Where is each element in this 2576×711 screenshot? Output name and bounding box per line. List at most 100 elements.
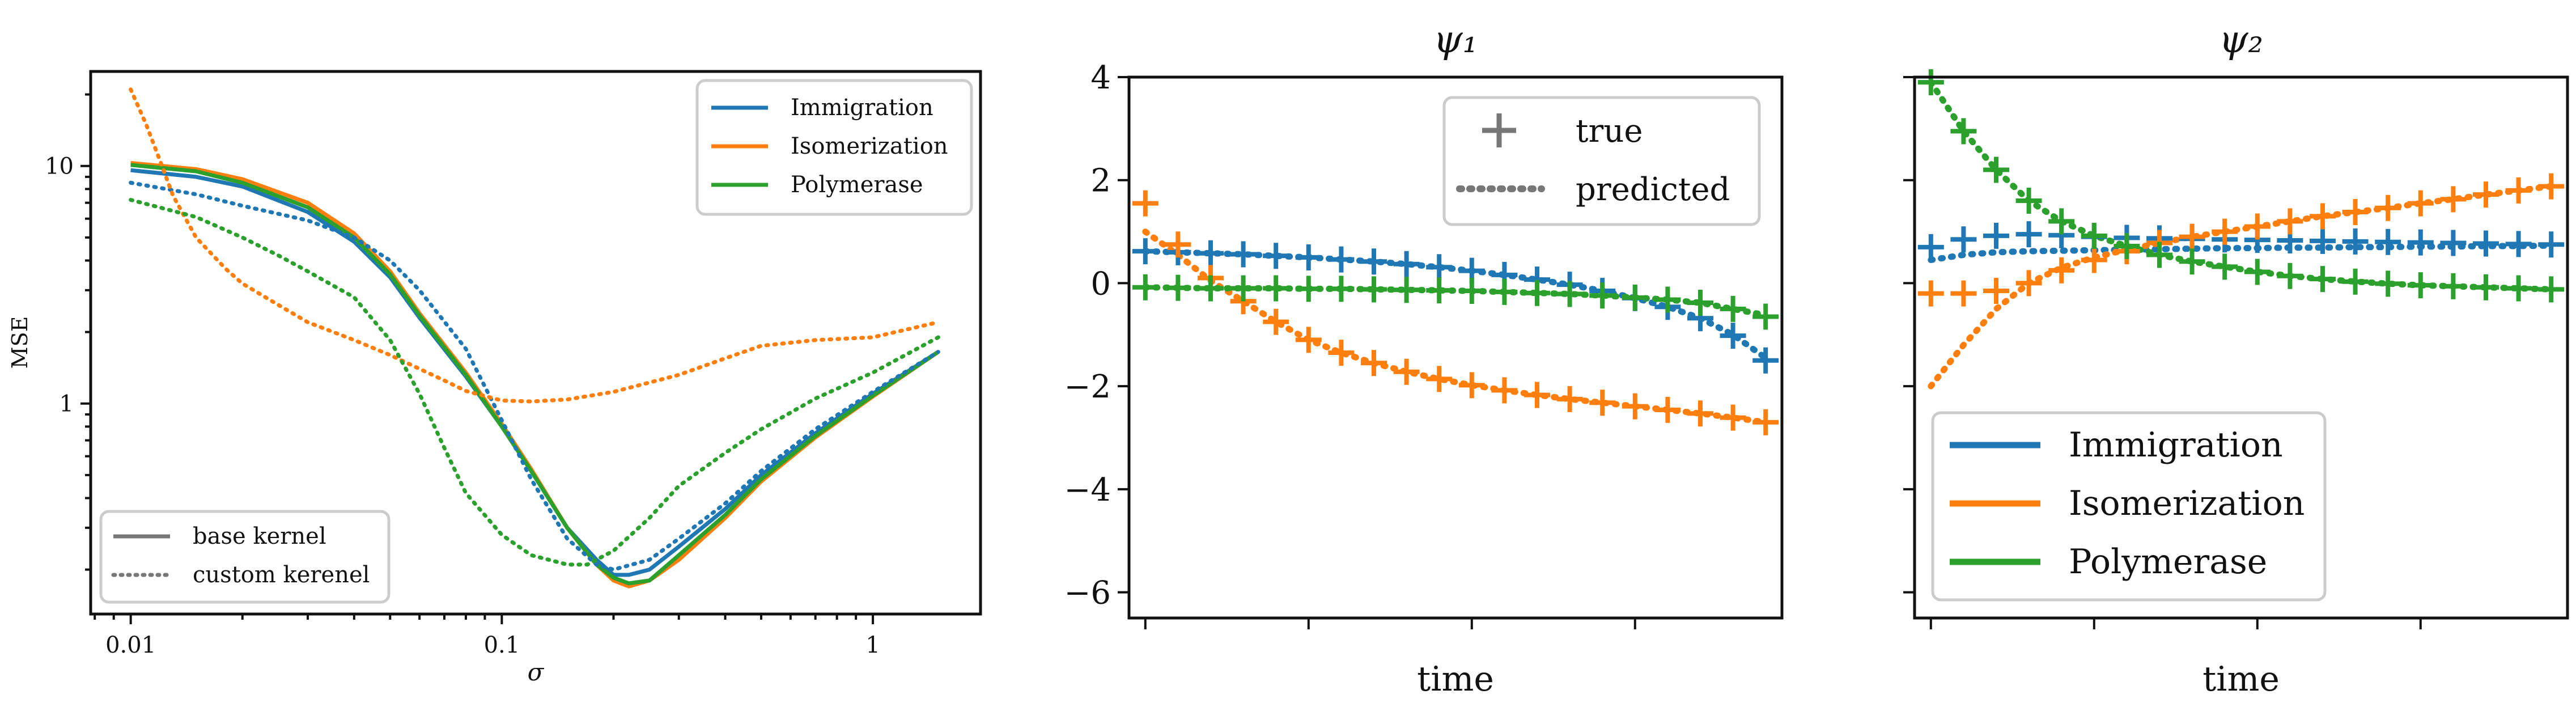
psi2-true-point-isomerization (2048, 257, 2075, 283)
psi1-true-point-isomerization (1654, 396, 1681, 423)
legend-label-immigration-2: Immigration (2069, 425, 2283, 465)
psi1-true-point-polymerase (1720, 295, 1746, 322)
psi1-true-point-isomerization (1556, 386, 1583, 412)
psi2-true-point-polymerase (2212, 253, 2238, 280)
psi1-ytick-label: −4 (1064, 472, 1111, 509)
mse-axes-frame (89, 70, 982, 616)
mse-ticks: 0.01 0.1 1 1 10 (45, 93, 880, 658)
psi2-series-layer (1917, 69, 2565, 390)
psi1-true-point-immigration (1295, 244, 1322, 270)
psi1-true-point-isomerization (1295, 327, 1322, 353)
psi1-panel: −6 −4 −2 0 2 4 ψ₁ time true predicted (1064, 18, 1784, 699)
psi1-true-point-immigration (1198, 240, 1224, 266)
psi1-true-point-polymerase (1198, 275, 1224, 302)
psi2-xlabel: time (2202, 659, 2280, 699)
legend-label-true: true (1576, 113, 1643, 150)
psi2-true-point-immigration (2538, 231, 2565, 258)
psi2-true-point-isomerization (2375, 194, 2401, 221)
psi2-true-point-isomerization (2244, 213, 2271, 240)
mse-xtick-label: 0.01 (105, 632, 156, 658)
psi1-predicted-immigration (1142, 248, 1769, 361)
mse-xtick-label: 1 (865, 632, 880, 658)
psi2-true-point-immigration (2505, 231, 2532, 257)
psi2-true-point-polymerase (2473, 274, 2499, 301)
psi2-true-point-immigration (2407, 229, 2434, 256)
psi1-true-point-polymerase (1393, 277, 1420, 303)
psi1-true-point-polymerase (1458, 278, 1485, 304)
psi1-legend-box (1442, 96, 1761, 226)
psi2-true-point-polymerase (2375, 270, 2401, 297)
psi2-true-point-polymerase (2407, 272, 2434, 299)
mse-style-legend-box (99, 510, 391, 604)
mse-series-legend: Immigration Isomerization Polymerase (695, 79, 973, 216)
psi2-true-point-polymerase (2505, 275, 2532, 302)
psi1-ytick-label: 2 (1090, 163, 1111, 200)
psi2-true-point-isomerization (2015, 270, 2042, 297)
psi1-true-point-isomerization (1263, 308, 1289, 335)
legend-label-polymerase-2: Polymerase (2069, 542, 2267, 582)
psi1-ticks: −6 −4 −2 0 2 4 (1064, 60, 1636, 629)
mse-style-legend: base kernel custom kerenel (99, 510, 391, 604)
psi1-true-point-polymerase (1263, 275, 1289, 302)
psi1-true-point-polymerase (1426, 277, 1453, 304)
psi1-true-point-isomerization (1361, 350, 1387, 376)
psi1-true-point-polymerase (1361, 276, 1387, 303)
mse-ylabel: MSE (7, 316, 32, 369)
psi2-true-point-polymerase (2114, 233, 2140, 260)
psi1-true-point-isomerization (1458, 372, 1485, 399)
psi2-true-point-immigration (1983, 222, 2009, 249)
psi2-true-point-polymerase (2277, 263, 2303, 289)
psi2-true-point-isomerization (2473, 181, 2499, 208)
psi2-true-point-polymerase (1950, 118, 1977, 145)
psi2-true-point-isomerization (2081, 247, 2107, 273)
psi2-true-point-immigration (1950, 226, 1977, 253)
psi2-true-point-polymerase (2310, 266, 2336, 293)
psi2-true-point-polymerase (2179, 248, 2205, 275)
mse-line-polymerase-custom (129, 198, 940, 567)
psi1-true-point-isomerization (1393, 358, 1420, 385)
legend-marker-true (1482, 113, 1516, 147)
psi1-true-point-isomerization (1426, 366, 1453, 392)
legend-label-base-kernel: base kernel (193, 523, 326, 549)
psi1-true-point-isomerization (1622, 393, 1648, 420)
psi2-true-point-isomerization (2342, 199, 2369, 226)
psi2-true-point-immigration (1917, 234, 1944, 260)
psi2-true-point-immigration (2015, 221, 2042, 248)
psi1-ytick-label: −6 (1064, 575, 1111, 612)
psi1-true-point-immigration (1132, 238, 1158, 265)
psi2-true-point-immigration (2473, 230, 2499, 257)
legend-label-isomerization: Isomerization (791, 133, 948, 159)
psi1-true-point-immigration (1361, 248, 1387, 275)
psi2-true-point-isomerization (1950, 280, 1977, 307)
psi1-true-point-polymerase (1687, 289, 1713, 316)
psi2-true-point-isomerization (2407, 190, 2434, 217)
legend-label-isomerization-2: Isomerization (2069, 484, 2305, 523)
mse-series-layer (129, 87, 940, 589)
psi1-series-layer (1132, 190, 1779, 435)
psi1-true-point-isomerization (1589, 390, 1616, 416)
psi2-true-point-isomerization (2277, 208, 2303, 235)
psi2-true-point-polymerase (2081, 222, 2107, 249)
psi2-true-point-isomerization (2179, 223, 2205, 250)
psi1-axes-frame (1127, 75, 1784, 620)
legend-label-custom-kernel: custom kerenel (193, 562, 370, 588)
psi1-true-point-polymerase (1556, 281, 1583, 307)
mse-xtick-label: 0.1 (484, 632, 520, 658)
psi2-true-point-polymerase (2342, 268, 2369, 295)
psi2-predicted-immigration (1928, 242, 2554, 263)
psi1-title: ψ₁ (1433, 18, 1478, 61)
mse-series-legend-box (695, 79, 973, 216)
psi1-true-point-isomerization (1752, 409, 1779, 435)
psi1-true-point-immigration (1752, 347, 1779, 374)
psi1-true-point-isomerization (1524, 382, 1550, 408)
psi1-true-point-polymerase (1524, 280, 1550, 306)
psi2-true-point-polymerase (2538, 276, 2565, 303)
legend-label-immigration: Immigration (791, 95, 933, 121)
psi2-true-point-immigration (2440, 230, 2467, 256)
legend-label-polymerase: Polymerase (791, 172, 923, 198)
psi1-true-point-polymerase (1295, 276, 1322, 302)
psi1-true-point-isomerization (1687, 400, 1713, 427)
psi2-true-point-polymerase (2048, 208, 2075, 235)
psi1-true-point-polymerase (1654, 286, 1681, 313)
